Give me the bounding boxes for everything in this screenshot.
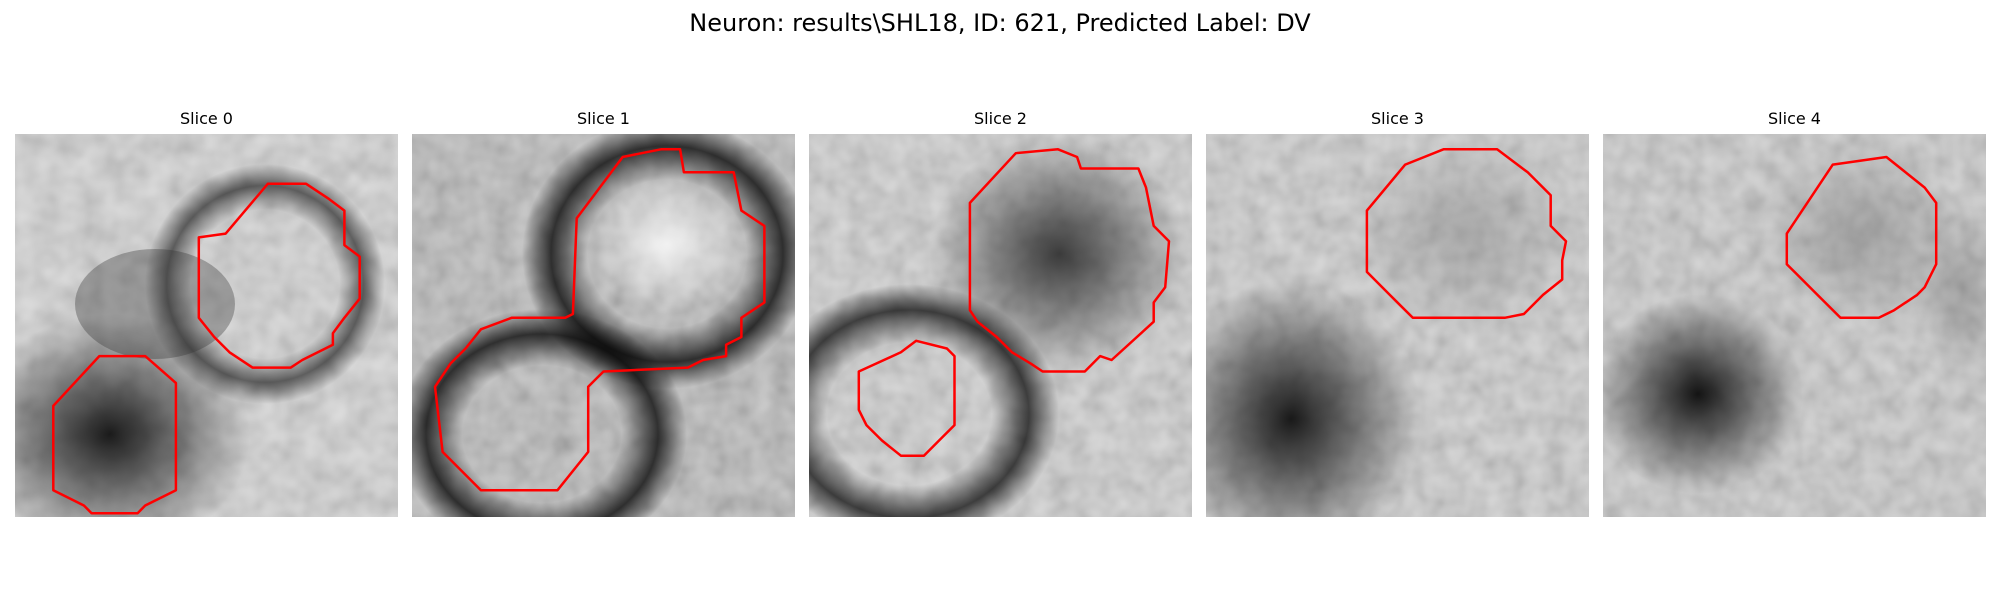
- roi-contour-0: [1785, 155, 1938, 320]
- slice-canvas: [1206, 134, 1589, 517]
- slice-canvas: [15, 134, 398, 517]
- slice-image: [809, 134, 1192, 517]
- slice-panel-0: Slice 0: [15, 109, 398, 517]
- slice-title: Slice 0: [180, 109, 233, 128]
- slice-title: Slice 2: [974, 109, 1027, 128]
- slice-image: [1206, 134, 1589, 517]
- contour-layer: [433, 148, 766, 492]
- contour-layer: [857, 148, 1171, 457]
- slice-title: Slice 4: [1768, 109, 1821, 128]
- slice-image: [1603, 134, 1986, 517]
- slice-panel-2: Slice 2: [809, 109, 1192, 517]
- slice-image: [15, 134, 398, 517]
- roi-contour-0: [1365, 148, 1568, 320]
- slice-panel-1: Slice 1: [412, 109, 795, 517]
- slice-canvas: [412, 134, 795, 517]
- slice-title: Slice 3: [1371, 109, 1424, 128]
- figure-title: Neuron: results\SHL18, ID: 621, Predicte…: [689, 9, 1311, 37]
- roi-contour-0: [968, 148, 1171, 373]
- contour-layer: [1365, 148, 1568, 320]
- roi-contour-0: [433, 148, 766, 492]
- contour-layer: [1785, 155, 1938, 320]
- contour-layer: [52, 182, 361, 515]
- slice-canvas: [809, 134, 1192, 517]
- slice-image: [412, 134, 795, 517]
- slice-panel-3: Slice 3: [1206, 109, 1589, 517]
- slice-panel-4: Slice 4: [1603, 109, 1986, 517]
- roi-contour-0: [197, 182, 361, 369]
- roi-contour-1: [857, 339, 956, 457]
- slice-title: Slice 1: [577, 109, 630, 128]
- roi-contour-1: [52, 354, 178, 515]
- slice-canvas: [1603, 134, 1986, 517]
